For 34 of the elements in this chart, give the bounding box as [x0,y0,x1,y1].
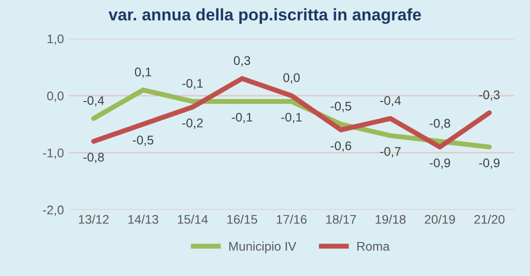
data-label: -0,3 [479,90,500,101]
y-tick-label: 0,0 [47,91,64,102]
data-label: -0,9 [430,158,450,169]
data-label: -0,8 [83,152,104,164]
x-tick-label: 15/14 [178,214,208,224]
legend-label: Roma [357,242,390,251]
legend-label: Municipio IV [229,242,296,254]
data-label: -0,4 [83,96,104,106]
y-tick-label: -2,0 [43,206,64,216]
x-tick-label: 20/19 [424,214,455,224]
x-tick-label: 18/17 [326,214,356,224]
data-label: -0,7 [380,147,401,158]
x-tick-label: 14/13 [128,214,158,224]
x-tick-label: 13/12 [78,214,109,224]
y-tick-label: -1,0 [43,148,64,159]
data-label: -0,2 [182,118,203,129]
x-tick-label: 21/20 [474,214,505,224]
data-label: 0,1 [134,68,152,78]
x-tick-label: 17/16 [276,214,307,224]
data-label: -0,1 [281,112,302,124]
data-label: -0,4 [380,96,401,106]
y-tick-label: 1,0 [48,34,64,45]
x-tick-label: 16/15 [227,214,258,224]
chart-title: var. annua della pop.iscritta in anagrafe [108,8,421,24]
data-label: 0,3 [234,56,250,66]
data-label: 0,0 [283,73,300,84]
data-label: -0,9 [479,158,500,169]
x-tick-label: 19/18 [376,214,406,224]
data-label: -0,1 [232,112,252,124]
data-label: -0,8 [430,118,450,130]
data-label: -0,1 [182,78,203,90]
data-label: -0,6 [330,141,352,152]
data-label: -0,5 [330,102,352,112]
data-label: -0,5 [132,136,154,146]
